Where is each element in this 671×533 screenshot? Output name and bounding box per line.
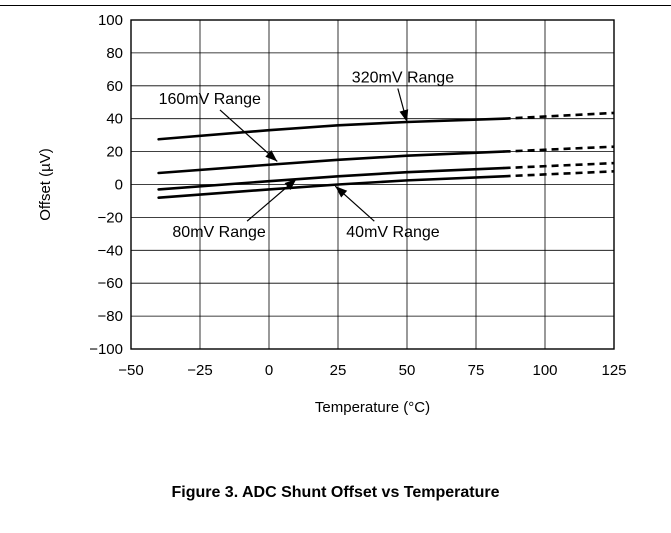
series-line-dashed-3 [503,170,615,178]
x-tick-label: 125 [601,362,626,379]
series-lines [157,111,615,199]
x-axis-label: Temperature (°C) [315,399,430,416]
y-tick-label: −40 [98,242,123,259]
x-tick-label: 100 [532,362,557,379]
series-line-dashed-0 [503,111,615,120]
annotation-arrowhead-0 [399,109,409,122]
series-line-solid-2 [157,166,505,191]
offset-vs-temperature-chart: −50 −25 0 25 50 75 100 125 −100 −80 −60 −40 −20 0 20 4… [37,12,627,416]
y-axis-label: Offset (µV) [37,148,54,221]
annotations: 320mV Range 160mV Range 80mV Range 40mV Ran… [159,70,455,242]
x-tick-labels: −50 −25 0 25 50 75 100 125 [118,362,626,379]
annotation-arrowhead-3 [335,186,348,198]
annotation-arrowhead-1 [265,150,278,162]
series-line-dashed-1 [503,145,615,153]
x-tick-label: −25 [187,362,212,379]
annotation-arrowhead-2 [284,178,297,190]
annotation-leader-1 [219,109,278,162]
y-tick-label: −80 [98,308,123,325]
figure-caption: Figure 3. ADC Shunt Offset vs Temperatur… [171,484,500,501]
plot-frame [130,19,615,350]
annotation-label-0: 320mV Range [352,70,454,87]
top-rule [0,5,671,6]
y-tick-label: 40 [106,111,123,128]
y-tick-label: 60 [106,78,123,95]
annotation-label-3: 40mV Range [346,224,439,241]
y-tick-label: 100 [98,12,123,29]
x-tick-label: 50 [399,362,416,379]
x-tick-label: 0 [265,362,273,379]
grid [131,20,614,349]
x-tick-label: 25 [330,362,347,379]
y-tick-label: 0 [115,177,123,194]
y-tick-label: 20 [106,144,123,161]
series-line-solid-3 [157,174,505,199]
y-tick-label: 80 [106,45,123,62]
annotation-label-1: 160mV Range [159,91,261,108]
y-tick-label: −100 [89,341,123,358]
y-tick-labels: −100 −80 −60 −40 −20 0 20 40 60 80 100 [89,12,123,358]
annotation-label-2: 80mV Range [172,224,265,241]
x-tick-label: 75 [468,362,485,379]
series-line-solid-1 [157,150,505,175]
y-tick-label: −60 [98,275,123,292]
y-tick-label: −20 [98,209,123,226]
series-line-dashed-2 [503,161,615,170]
x-tick-label: −50 [118,362,143,379]
series-line-solid-0 [157,117,505,141]
